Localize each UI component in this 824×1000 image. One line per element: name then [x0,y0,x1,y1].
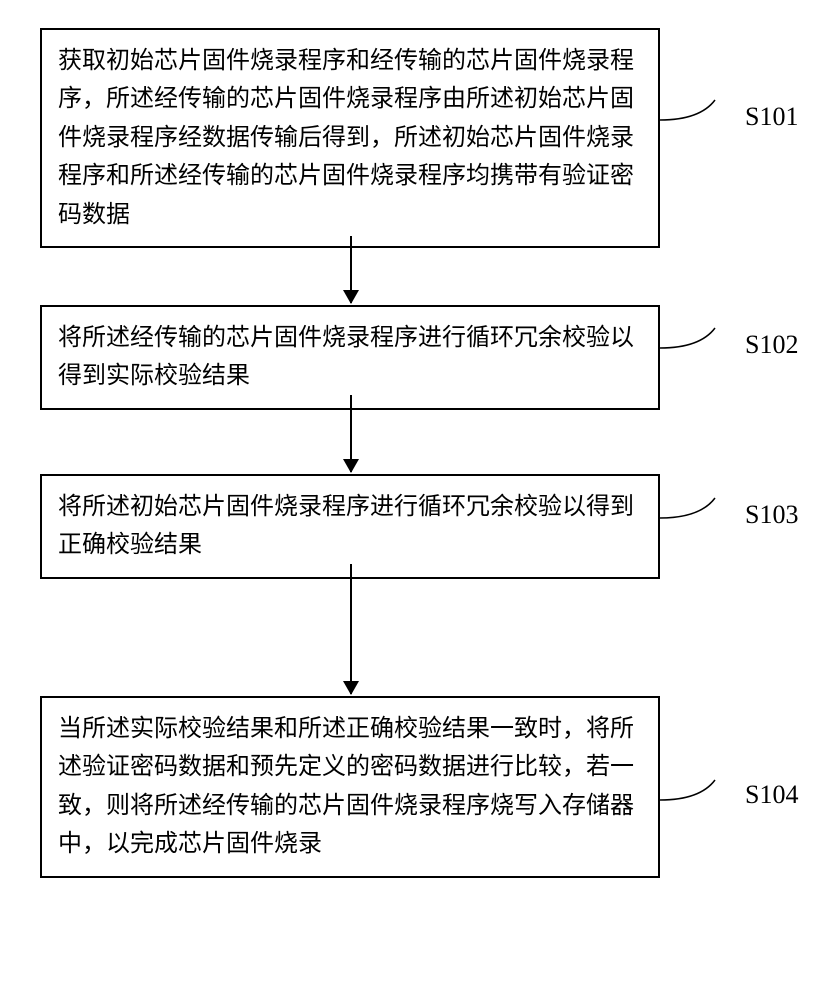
step-text-s104: 当所述实际校验结果和所述正确校验结果一致时，将所述验证密码数据和预先定义的密码数… [58,716,634,857]
connector-s103 [660,493,745,543]
arrow-3 [350,564,352,694]
step-label-s102: S102 [745,330,798,360]
flowchart-container: 获取初始芯片固件烧录程序和经传输的芯片固件烧录程序，所述经传输的芯片固件烧录程序… [0,0,824,1000]
step-box-s104: 当所述实际校验结果和所述正确校验结果一致时，将所述验证密码数据和预先定义的密码数… [40,696,660,878]
arrow-1 [350,236,352,303]
connector-s104 [660,775,745,825]
step-text-s103: 将所述初始芯片固件烧录程序进行循环冗余校验以得到正确校验结果 [58,494,634,558]
step-label-s103: S103 [745,500,798,530]
step-text-s101: 获取初始芯片固件烧录程序和经传输的芯片固件烧录程序，所述经传输的芯片固件烧录程序… [58,48,634,228]
step-box-s101: 获取初始芯片固件烧录程序和经传输的芯片固件烧录程序，所述经传输的芯片固件烧录程序… [40,28,660,248]
connector-s101 [660,95,745,145]
step-label-s101: S101 [745,102,798,132]
step-text-s102: 将所述经传输的芯片固件烧录程序进行循环冗余校验以得到实际校验结果 [58,325,634,389]
step-label-s104: S104 [745,780,798,810]
connector-s102 [660,323,745,373]
arrow-2 [350,395,352,472]
